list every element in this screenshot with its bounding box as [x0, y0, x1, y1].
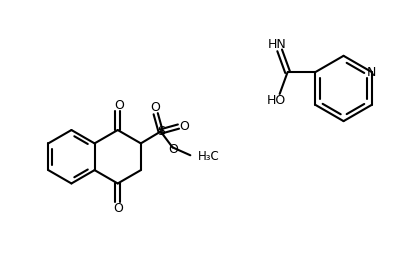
Text: O: O — [168, 143, 178, 156]
Text: HO: HO — [267, 94, 286, 107]
Text: H₃C: H₃C — [198, 150, 220, 163]
Text: O: O — [114, 99, 124, 112]
Text: N: N — [367, 66, 376, 79]
Text: O: O — [113, 202, 123, 215]
Text: O: O — [150, 101, 160, 114]
Text: O: O — [179, 120, 189, 133]
Text: HN: HN — [267, 38, 286, 51]
Text: S: S — [156, 125, 165, 138]
